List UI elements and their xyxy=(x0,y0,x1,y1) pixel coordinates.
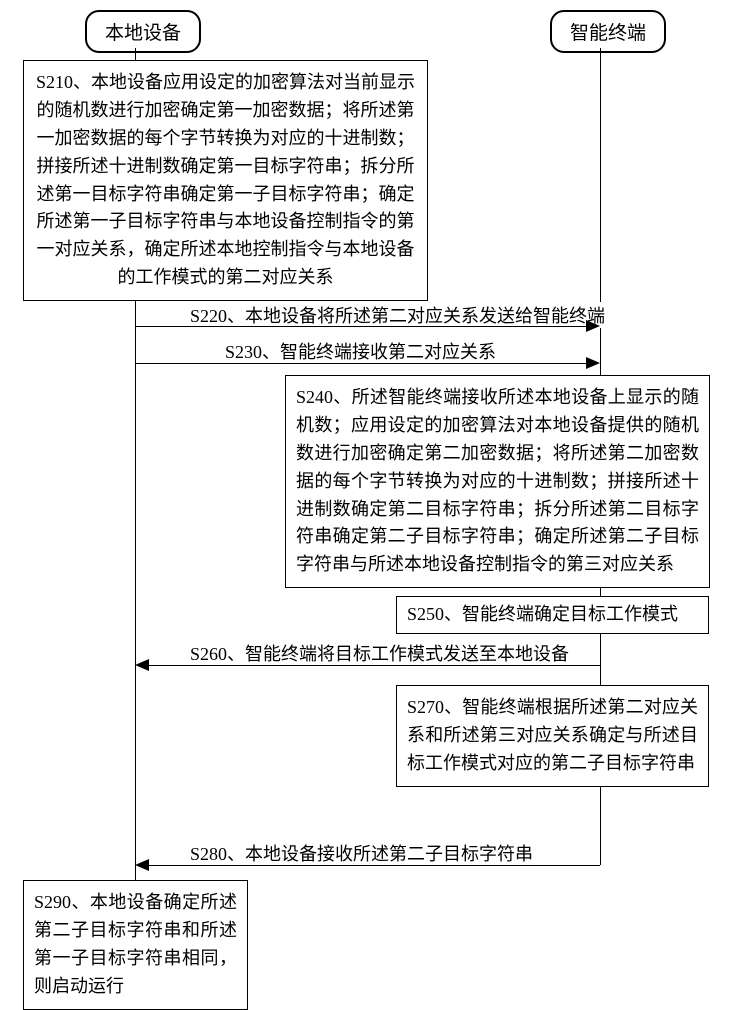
lifeline-head-terminal: 智能终端 xyxy=(550,10,666,53)
arrow-head-s220 xyxy=(586,320,600,332)
arrow-head-s230 xyxy=(586,357,600,369)
step-s240: S240、所述智能终端接收所述本地设备上显示的随机数；应用设定的加密算法对本地设… xyxy=(285,375,710,588)
step-s250: S250、智能终端确定目标工作模式 xyxy=(396,596,709,634)
label-s280: S280、本地设备接收所述第二子目标字符串 xyxy=(190,840,533,866)
arrow-head-s260 xyxy=(135,659,149,671)
step-s210: S210、本地设备应用设定的加密算法对当前显示的随机数进行加密确定第一加密数据；… xyxy=(23,60,428,301)
lifeline-head-local: 本地设备 xyxy=(85,10,201,53)
step-s290: S290、本地设备确定所述第二子目标字符串和所述第一子目标字符串相同，则启动运行 xyxy=(23,880,248,1010)
label-s220: S220、本地设备将所述第二对应关系发送给智能终端 xyxy=(190,302,605,328)
arrow-s230 xyxy=(135,363,586,364)
arrow-s280 xyxy=(149,865,600,866)
step-s270: S270、智能终端根据所述第二对应关系和所述第三对应关系确定与所述目标工作模式对… xyxy=(396,685,709,787)
label-s230: S230、智能终端接收第二对应关系 xyxy=(225,338,496,364)
arrow-head-s280 xyxy=(135,859,149,871)
arrow-s220 xyxy=(135,326,586,327)
arrow-s260 xyxy=(149,665,600,666)
label-s260: S260、智能终端将目标工作模式发送至本地设备 xyxy=(190,640,569,666)
sequence-diagram: 本地设备 智能终端 S210、本地设备应用设定的加密算法对当前显示的随机数进行加… xyxy=(0,0,737,1000)
